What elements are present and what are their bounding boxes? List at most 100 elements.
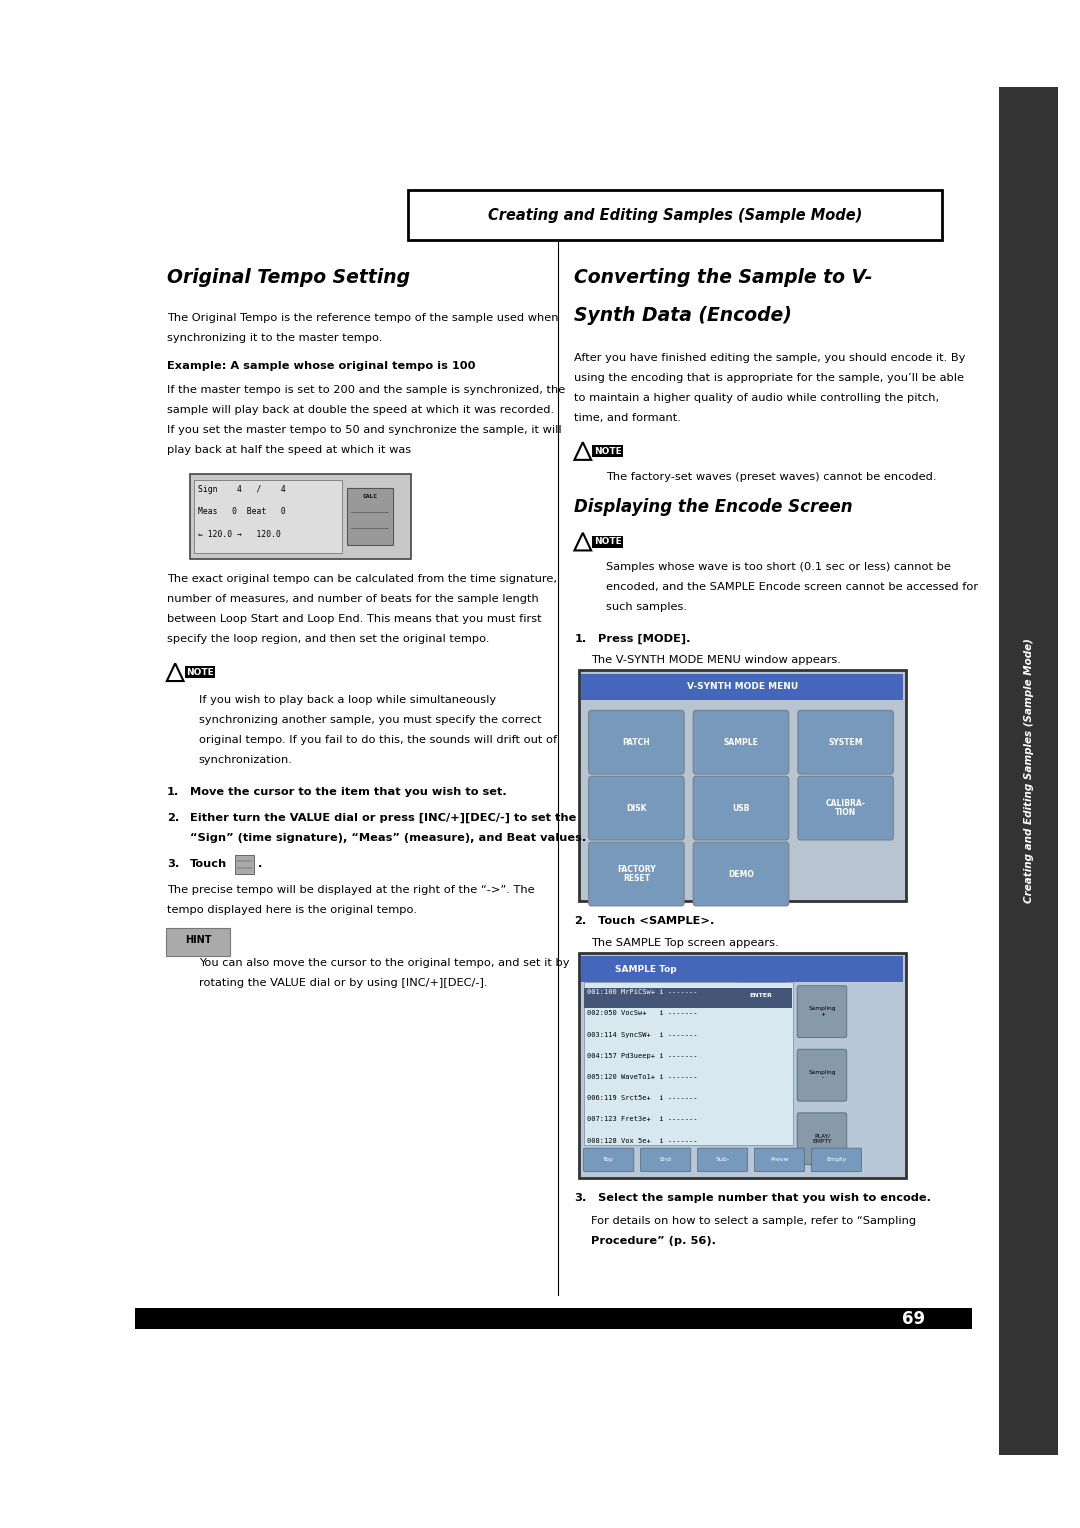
Text: play back at half the speed at which it was: play back at half the speed at which it … [166,445,410,454]
Text: 69: 69 [902,1309,924,1328]
FancyBboxPatch shape [797,1112,847,1164]
Text: 1.: 1. [166,787,179,798]
Text: Move the cursor to the item that you wish to set.: Move the cursor to the item that you wis… [190,787,507,798]
Text: 002:050 VocSw+   i -------: 002:050 VocSw+ i ------- [588,1010,698,1016]
Text: The exact original tempo can be calculated from the time signature,: The exact original tempo can be calculat… [166,575,557,584]
Text: The Original Tempo is the reference tempo of the sample used when: The Original Tempo is the reference temp… [166,313,558,322]
FancyBboxPatch shape [190,474,411,559]
Text: NOTE: NOTE [594,446,621,455]
Text: End: End [660,1157,672,1163]
Bar [235,856,254,874]
Text: PLAY/
EMPTY: PLAY/ EMPTY [812,1134,832,1144]
Text: Displaying the Encode Screen: Displaying the Encode Screen [575,498,853,515]
Text: 1.: 1. [575,634,586,643]
Text: SAMPLE Top: SAMPLE Top [615,964,676,973]
Text: rotating the VALUE dial or by using [INC/+][DEC/-].: rotating the VALUE dial or by using [INC… [199,978,487,987]
FancyBboxPatch shape [579,671,906,902]
Text: Select the sample number that you wish to encode.: Select the sample number that you wish t… [598,1193,931,1203]
Text: After you have finished editing the sample, you should encode it. By: After you have finished editing the samp… [575,353,966,362]
Bar [135,1308,972,1329]
Bar [347,487,393,544]
Text: 3.: 3. [575,1193,586,1203]
Text: Sampling
-: Sampling - [809,1070,836,1080]
FancyBboxPatch shape [693,776,788,840]
Text: between Loop Start and Loop End. This means that you must first: between Loop Start and Loop End. This me… [166,614,541,623]
Text: Prevw: Prevw [770,1157,788,1163]
Bar [735,983,786,1008]
Text: USB: USB [732,804,750,813]
Text: The SAMPLE Top screen appears.: The SAMPLE Top screen appears. [591,938,779,947]
Text: synchronizing it to the master tempo.: synchronizing it to the master tempo. [166,333,382,342]
FancyBboxPatch shape [811,1148,862,1172]
Bar [583,983,793,1144]
Bar [581,957,903,983]
Text: Sub-: Sub- [716,1157,730,1163]
FancyBboxPatch shape [589,776,684,840]
Text: If the master tempo is set to 200 and the sample is synchronized, the: If the master tempo is set to 200 and th… [166,385,565,394]
Text: 004:157 Pd3ueep+ i -------: 004:157 Pd3ueep+ i ------- [588,1053,698,1059]
Text: CALIBRA-
TION: CALIBRA- TION [826,799,865,817]
Bar [584,989,793,1008]
Text: DEMO: DEMO [728,869,754,879]
Text: Touch <SAMPLE>.: Touch <SAMPLE>. [598,917,714,926]
Bar [581,674,903,700]
Text: 3.: 3. [166,859,179,869]
Text: Meas   0  Beat   0: Meas 0 Beat 0 [198,507,285,516]
Text: encoded, and the SAMPLE Encode screen cannot be accessed for: encoded, and the SAMPLE Encode screen ca… [606,582,978,593]
Text: The precise tempo will be displayed at the right of the “->”. The: The precise tempo will be displayed at t… [166,885,535,894]
Text: Press [MODE].: Press [MODE]. [598,634,690,645]
Text: Empty: Empty [826,1157,847,1163]
Text: For details on how to select a sample, refer to “Sampling: For details on how to select a sample, r… [591,1216,916,1227]
FancyBboxPatch shape [798,776,893,840]
Text: SYSTEM: SYSTEM [828,738,863,747]
Text: Creating and Editing Samples (Sample Mode): Creating and Editing Samples (Sample Mod… [1024,639,1034,903]
FancyBboxPatch shape [579,953,906,1178]
FancyBboxPatch shape [798,711,893,775]
Text: 008:128 Vox 5e+  i -------: 008:128 Vox 5e+ i ------- [588,1137,698,1143]
Text: The factory-set waves (preset waves) cannot be encoded.: The factory-set waves (preset waves) can… [606,472,936,481]
Text: Original Tempo Setting: Original Tempo Setting [166,267,409,287]
Text: Either turn the VALUE dial or press [INC/+][DEC/-] to set the: Either turn the VALUE dial or press [INC… [190,813,577,824]
Text: .: . [258,859,262,869]
FancyBboxPatch shape [589,842,684,906]
FancyBboxPatch shape [797,1050,847,1102]
Text: ENTER: ENTER [750,993,772,998]
Text: Procedure” (p. 56).: Procedure” (p. 56). [591,1236,716,1247]
FancyBboxPatch shape [166,927,230,957]
FancyBboxPatch shape [408,191,942,240]
Text: synchronizing another sample, you must specify the correct: synchronizing another sample, you must s… [199,715,541,726]
Text: SAMPLE: SAMPLE [724,738,758,747]
FancyBboxPatch shape [797,986,847,1038]
FancyBboxPatch shape [698,1148,747,1172]
Text: Converting the Sample to V-: Converting the Sample to V- [575,267,873,287]
Text: 006:119 Srct5e+  i -------: 006:119 Srct5e+ i ------- [588,1096,698,1102]
FancyBboxPatch shape [693,842,788,906]
Text: 2.: 2. [575,917,586,926]
Text: original tempo. If you fail to do this, the sounds will drift out of: original tempo. If you fail to do this, … [199,735,556,746]
Text: number of measures, and number of beats for the sample length: number of measures, and number of beats … [166,594,539,604]
Text: NOTE: NOTE [594,538,621,545]
Bar [194,480,342,553]
Text: ⇐ 120.0 →   120.0: ⇐ 120.0 → 120.0 [198,530,281,539]
FancyBboxPatch shape [589,711,684,775]
Text: tempo displayed here is the original tempo.: tempo displayed here is the original tem… [166,905,417,915]
Text: “Sign” (time signature), “Meas” (measure), and Beat values.: “Sign” (time signature), “Meas” (measure… [190,833,586,843]
Text: 005:120 WaveTo1+ i -------: 005:120 WaveTo1+ i ------- [588,1074,698,1080]
Text: The V-SYNTH MODE MENU window appears.: The V-SYNTH MODE MENU window appears. [591,656,841,665]
Text: 001:100 MrPiCSw+ i -------: 001:100 MrPiCSw+ i ------- [588,989,698,995]
Text: sample will play back at double the speed at which it was recorded.: sample will play back at double the spee… [166,405,554,414]
FancyBboxPatch shape [583,1148,634,1172]
Text: synchronization.: synchronization. [199,755,293,766]
Text: CALC: CALC [362,494,377,500]
FancyBboxPatch shape [755,1148,805,1172]
Text: If you wish to play back a loop while simultaneously: If you wish to play back a loop while si… [199,695,496,704]
Text: FACTORY
RESET: FACTORY RESET [617,865,656,883]
Text: such samples.: such samples. [606,602,687,613]
Text: 003:114 SyncSW+  i -------: 003:114 SyncSW+ i ------- [588,1031,698,1038]
Text: to maintain a higher quality of audio while controlling the pitch,: to maintain a higher quality of audio wh… [575,393,940,403]
Text: Samples whose wave is too short (0.1 sec or less) cannot be: Samples whose wave is too short (0.1 sec… [606,562,951,571]
Text: Creating and Editing Samples (Sample Mode): Creating and Editing Samples (Sample Mod… [488,208,862,223]
Text: 007:123 Fret3e+  i -------: 007:123 Fret3e+ i ------- [588,1117,698,1123]
Text: Sampling
+: Sampling + [809,1007,836,1018]
Text: Example: A sample whose original tempo is 100: Example: A sample whose original tempo i… [166,361,475,371]
